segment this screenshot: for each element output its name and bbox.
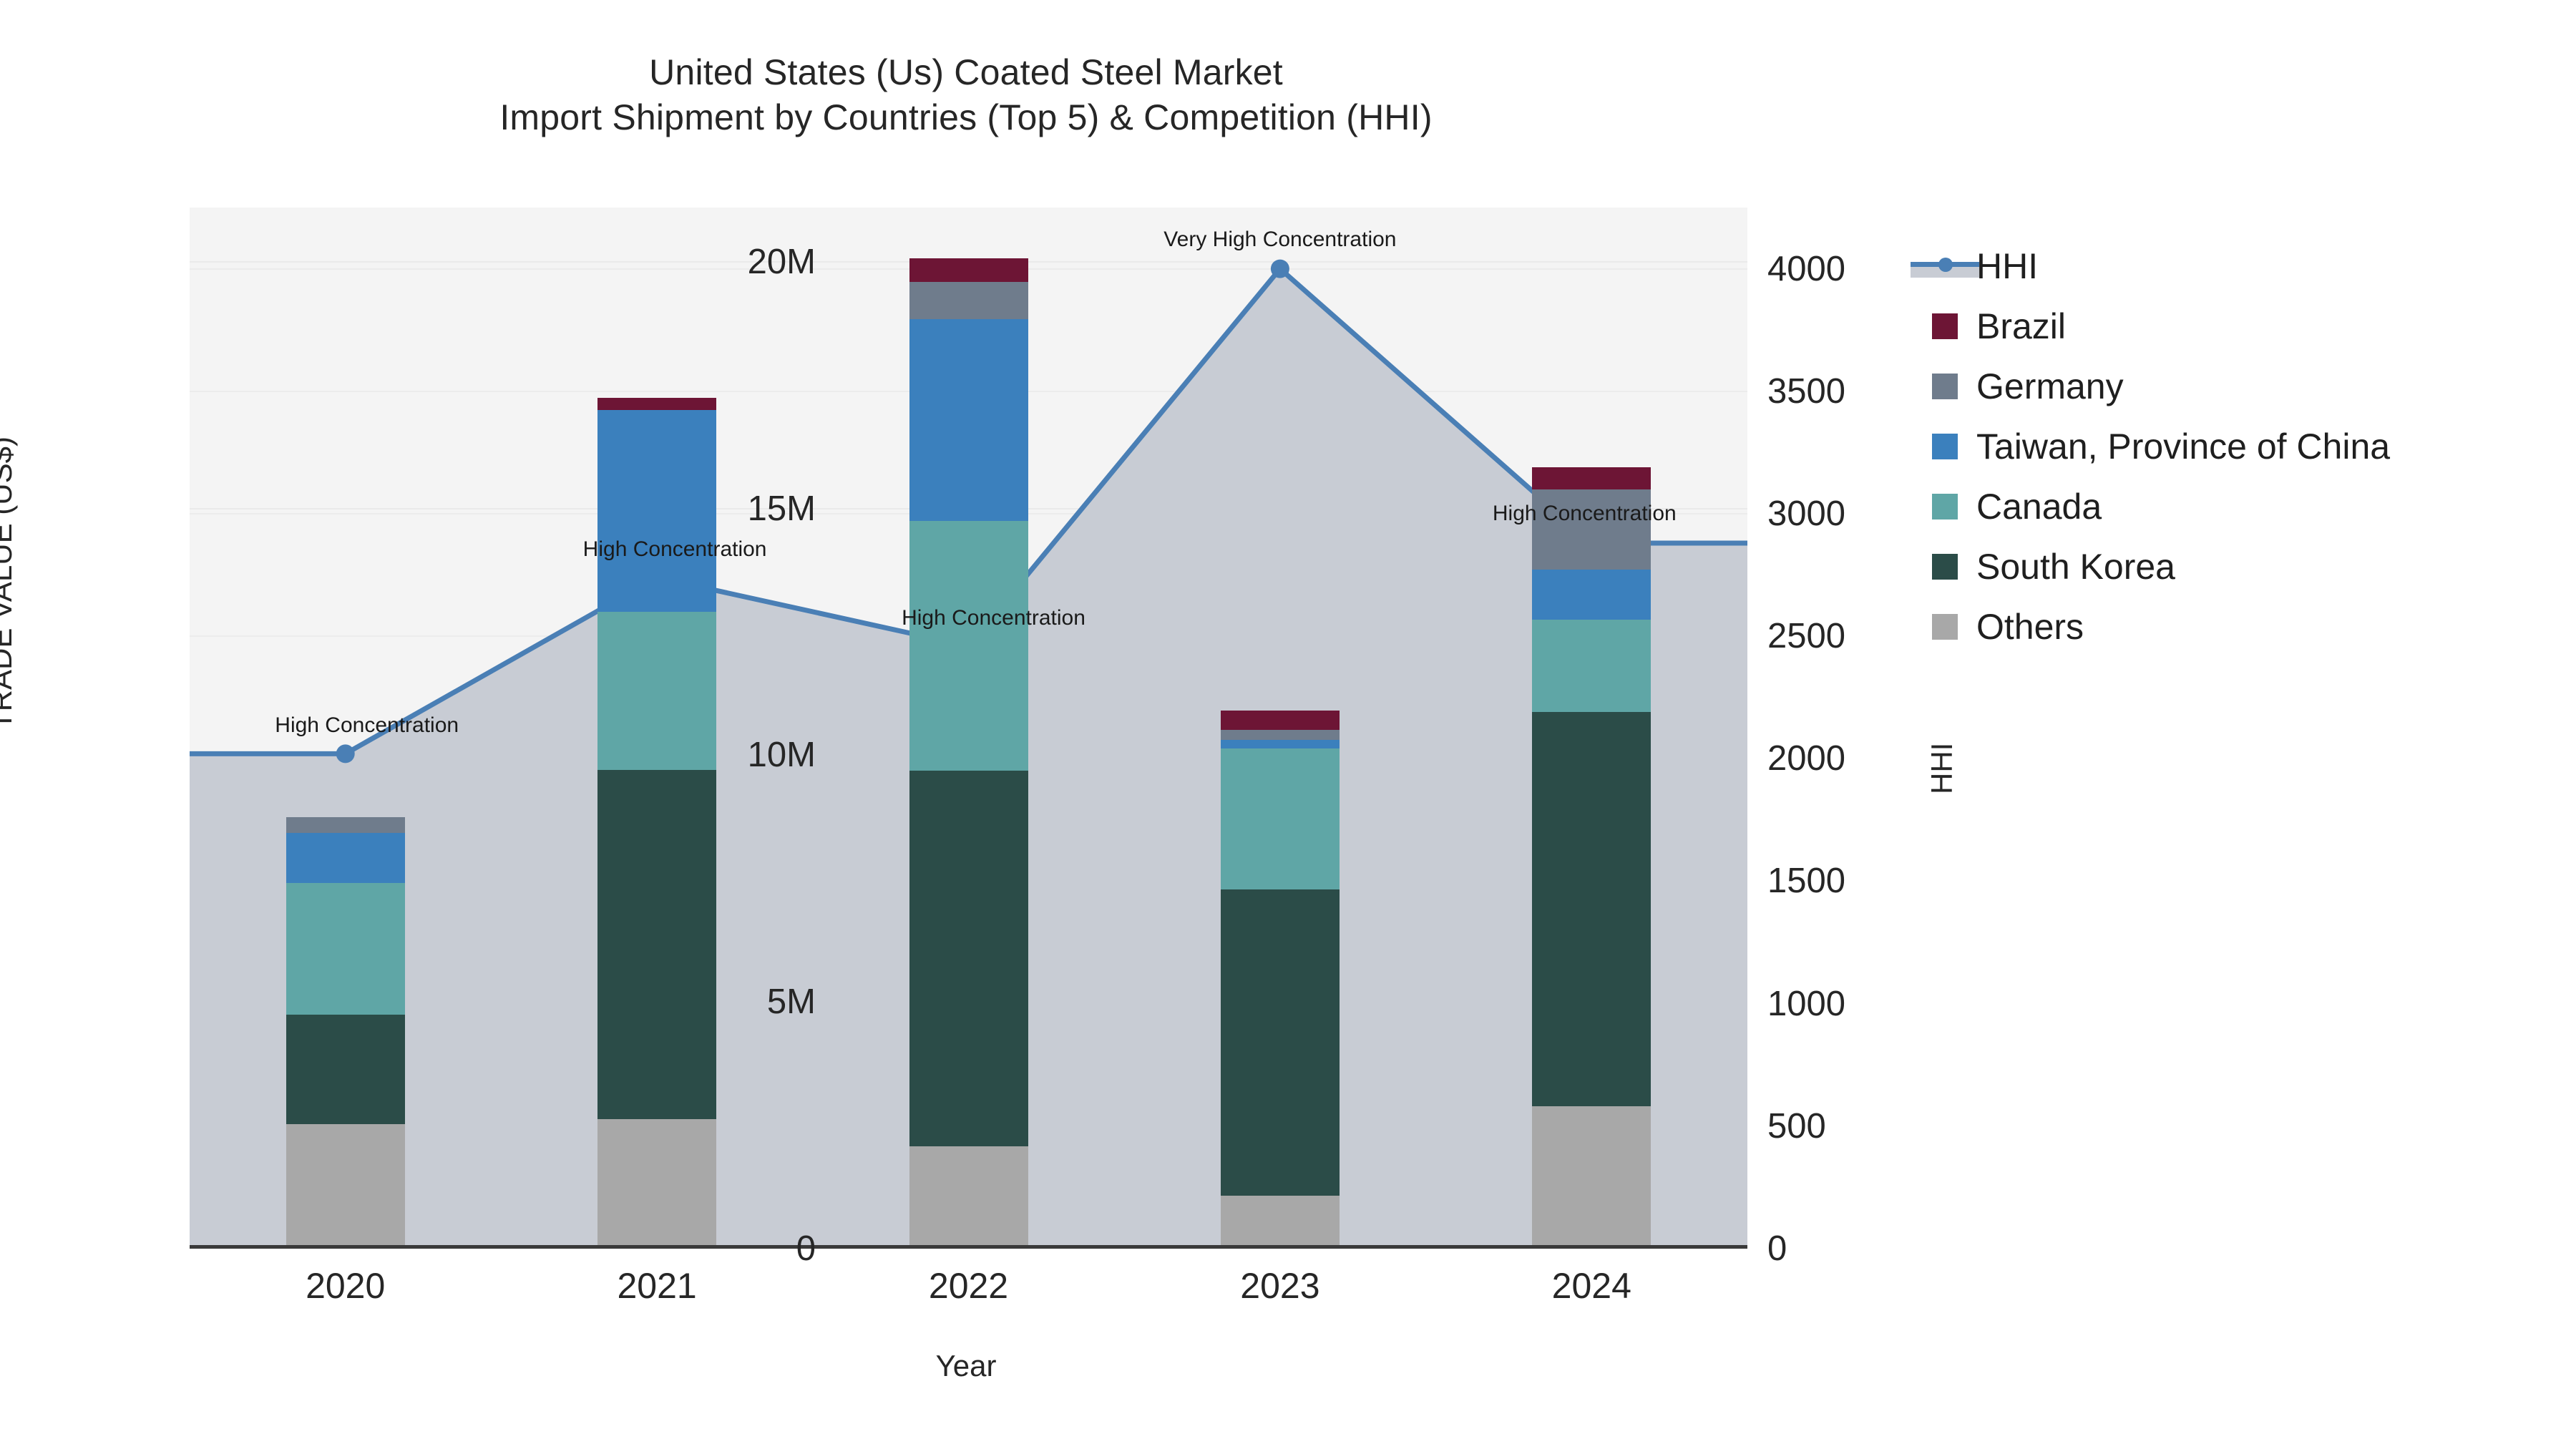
title-line-1: United States (Us) Coated Steel Market	[649, 52, 1283, 92]
bar-segment-canada-2022[interactable]	[909, 520, 1028, 771]
bar-segment-taiwan-province-of-china-2023[interactable]	[1220, 740, 1340, 748]
legend-swatch-icon	[1932, 374, 1958, 399]
x-tick-2021: 2021	[617, 1266, 697, 1306]
y-right-tick-3000: 3000	[1767, 494, 1846, 533]
hhi-point-2020[interactable]	[336, 744, 355, 763]
bar-segment-taiwan-province-of-china-2024[interactable]	[1532, 570, 1652, 620]
bar-segment-south-korea-2020[interactable]	[286, 1015, 405, 1125]
y-right-tick-0: 0	[1767, 1229, 1787, 1268]
bar-segment-canada-2023[interactable]	[1220, 748, 1340, 889]
legend-item-others[interactable]: Others	[1932, 597, 2390, 657]
y-axis-left-label: TRADE VALUE (US$)	[0, 436, 18, 730]
annotation-2020: High Concentration	[275, 713, 459, 738]
bar-segment-south-korea-2024[interactable]	[1532, 711, 1652, 1107]
bar-segment-others-2023[interactable]	[1220, 1195, 1340, 1249]
bar-segment-others-2020[interactable]	[286, 1124, 405, 1249]
bar-segment-others-2022[interactable]	[909, 1146, 1028, 1249]
y-right-tick-1000: 1000	[1767, 984, 1846, 1023]
x-axis-line	[190, 1245, 1747, 1249]
legend-swatch-icon	[1932, 494, 1958, 519]
bar-segment-canada-2024[interactable]	[1532, 619, 1652, 712]
bar-stack-2020[interactable]	[286, 208, 405, 1249]
hhi-line-icon	[1911, 253, 1979, 279]
legend-item-canada[interactable]: Canada	[1932, 477, 2390, 537]
title-line-2: Import Shipment by Countries (Top 5) & C…	[499, 97, 1433, 137]
bar-segment-canada-2021[interactable]	[597, 612, 717, 771]
bar-segment-south-korea-2023[interactable]	[1220, 889, 1340, 1196]
x-tick-2022: 2022	[928, 1266, 1009, 1306]
y-right-tick-3500: 3500	[1767, 371, 1846, 411]
y-left-tick-0: 0	[796, 1229, 816, 1268]
legend-swatch-icon	[1932, 313, 1958, 339]
x-tick-2020: 2020	[306, 1266, 386, 1306]
chart-title: United States (Us) Coated Steel Market I…	[0, 50, 1932, 140]
bar-segment-germany-2020[interactable]	[286, 817, 405, 834]
annotation-2023: Very High Concentration	[1163, 227, 1397, 251]
plot-area: High Concentration High Concentration High…	[190, 208, 1747, 1249]
legend-item-label: Germany	[1976, 366, 2124, 406]
legend-swatch-icon	[1932, 434, 1958, 459]
legend-item-label: Canada	[1976, 487, 2102, 527]
legend: HHI Brazil Germany Taiwan, Province of Chin…	[1911, 236, 2390, 657]
y-left-tick-20M: 20M	[747, 242, 816, 281]
bar-segment-brazil-2022[interactable]	[909, 258, 1028, 283]
legend-item-label: HHI	[1976, 246, 2039, 286]
x-axis-label: Year	[935, 1349, 997, 1382]
legend-item-south-korea[interactable]: South Korea	[1932, 537, 2390, 597]
legend-swatch-icon	[1932, 614, 1958, 640]
gridline-right-0	[190, 1248, 1747, 1249]
bar-segment-others-2021[interactable]	[597, 1119, 717, 1249]
bar-stack-2022[interactable]	[909, 208, 1028, 1249]
y-right-tick-500: 500	[1767, 1106, 1826, 1146]
legend-item-taiwan-province-of-china[interactable]: Taiwan, Province of China	[1932, 416, 2390, 477]
legend-item-brazil[interactable]: Brazil	[1932, 296, 2390, 356]
y-left-tick-10M: 10M	[747, 736, 816, 775]
y-right-tick-2000: 2000	[1767, 739, 1846, 779]
bar-segment-germany-2022[interactable]	[909, 282, 1028, 319]
annotation-2022: High Concentration	[902, 605, 1085, 630]
y-right-tick-4000: 4000	[1767, 249, 1846, 288]
x-tick-2024: 2024	[1551, 1266, 1631, 1306]
bar-segment-taiwan-province-of-china-2022[interactable]	[909, 318, 1028, 521]
legend-item-germany[interactable]: Germany	[1932, 356, 2390, 416]
y-right-tick-2500: 2500	[1767, 617, 1846, 656]
bar-stack-2023[interactable]	[1220, 208, 1340, 1249]
hhi-point-2023[interactable]	[1270, 259, 1289, 278]
bar-segment-brazil-2021[interactable]	[597, 398, 717, 410]
bar-segment-others-2024[interactable]	[1532, 1106, 1652, 1249]
bar-segment-taiwan-province-of-china-2020[interactable]	[286, 833, 405, 884]
bar-segment-canada-2020[interactable]	[286, 883, 405, 1015]
legend-line-marker	[1938, 258, 1953, 272]
bar-segment-south-korea-2022[interactable]	[909, 770, 1028, 1147]
y-left-tick-5M: 5M	[766, 982, 816, 1022]
legend-swatch-icon	[1932, 554, 1958, 580]
legend-item-label: Taiwan, Province of China	[1976, 426, 2391, 467]
bar-stack-2021[interactable]	[597, 208, 717, 1249]
y-left-tick-15M: 15M	[747, 489, 816, 528]
legend-item-label: Brazil	[1976, 306, 2067, 346]
bar-segment-brazil-2023[interactable]	[1220, 710, 1340, 730]
bar-stack-2024[interactable]	[1532, 208, 1652, 1249]
bar-segment-taiwan-province-of-china-2021[interactable]	[597, 409, 717, 613]
bar-segment-south-korea-2021[interactable]	[597, 770, 717, 1120]
annotation-2024: High Concentration	[1492, 502, 1677, 526]
annotation-2021: High Concentration	[582, 537, 767, 561]
bar-segment-brazil-2024[interactable]	[1532, 467, 1652, 490]
legend-item-label: South Korea	[1976, 547, 2175, 587]
bar-segment-germany-2024[interactable]	[1532, 489, 1652, 570]
legend-item-label: Others	[1976, 607, 2084, 647]
y-right-tick-1500: 1500	[1767, 862, 1846, 901]
legend-item-hhi[interactable]: HHI	[1911, 236, 2390, 296]
x-tick-2023: 2023	[1240, 1266, 1320, 1306]
bar-segment-germany-2023[interactable]	[1220, 729, 1340, 741]
